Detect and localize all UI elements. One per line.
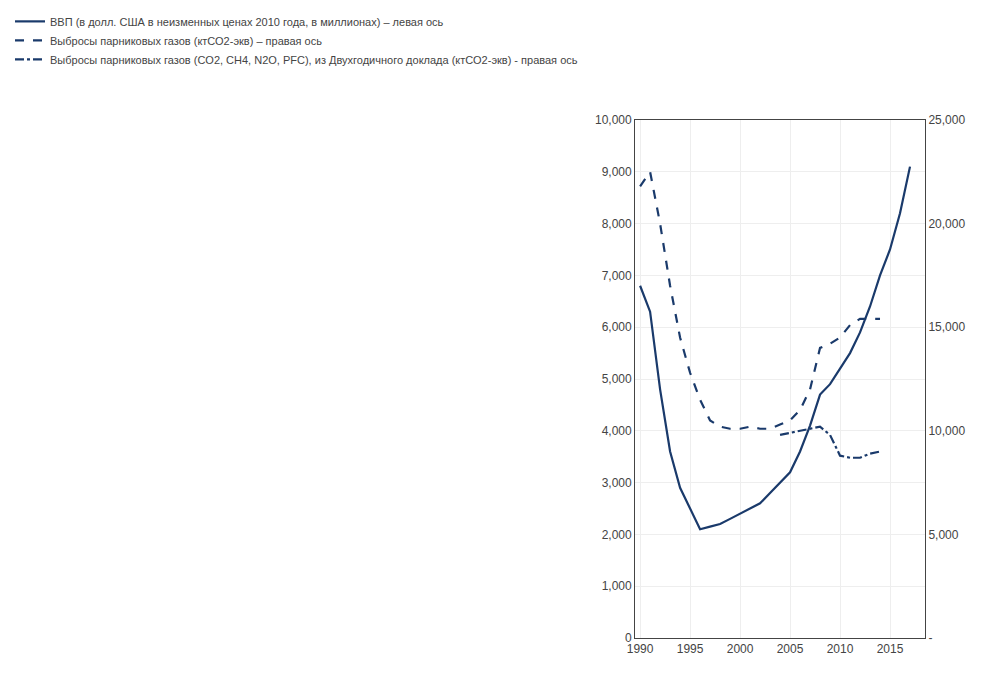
svg-text:1990: 1990	[627, 642, 654, 656]
svg-text:9,000: 9,000	[602, 165, 632, 179]
svg-text:1995: 1995	[677, 642, 704, 656]
svg-text:3,000: 3,000	[602, 476, 632, 490]
svg-text:2000: 2000	[727, 642, 754, 656]
svg-text:7,000: 7,000	[602, 269, 632, 283]
svg-text:2015: 2015	[877, 642, 904, 656]
svg-text:Выбросы парниковых газов (ктСО: Выбросы парниковых газов (ктСО2-экв) – п…	[50, 35, 322, 47]
svg-text:2010: 2010	[827, 642, 854, 656]
svg-text:20,000: 20,000	[928, 217, 965, 231]
svg-text:ВВП (в долл. США в неизменных: ВВП (в долл. США в неизменных ценах 2010…	[50, 16, 444, 28]
svg-text:4,000: 4,000	[602, 424, 632, 438]
svg-text:25,000: 25,000	[928, 113, 965, 127]
svg-text:8,000: 8,000	[602, 217, 632, 231]
svg-text:2,000: 2,000	[602, 528, 632, 542]
svg-text:0: 0	[625, 631, 632, 645]
svg-text:1,000: 1,000	[602, 579, 632, 593]
svg-text:2005: 2005	[777, 642, 804, 656]
svg-text:10,000: 10,000	[595, 113, 632, 127]
svg-text:-: -	[928, 631, 932, 645]
svg-text:15,000: 15,000	[928, 320, 965, 334]
svg-text:Выбросы парниковых газов (CO2,: Выбросы парниковых газов (CO2, CH4, N2O,…	[50, 54, 578, 66]
svg-text:10,000: 10,000	[928, 424, 965, 438]
svg-text:5,000: 5,000	[928, 528, 958, 542]
svg-text:5,000: 5,000	[602, 372, 632, 386]
svg-text:6,000: 6,000	[602, 320, 632, 334]
